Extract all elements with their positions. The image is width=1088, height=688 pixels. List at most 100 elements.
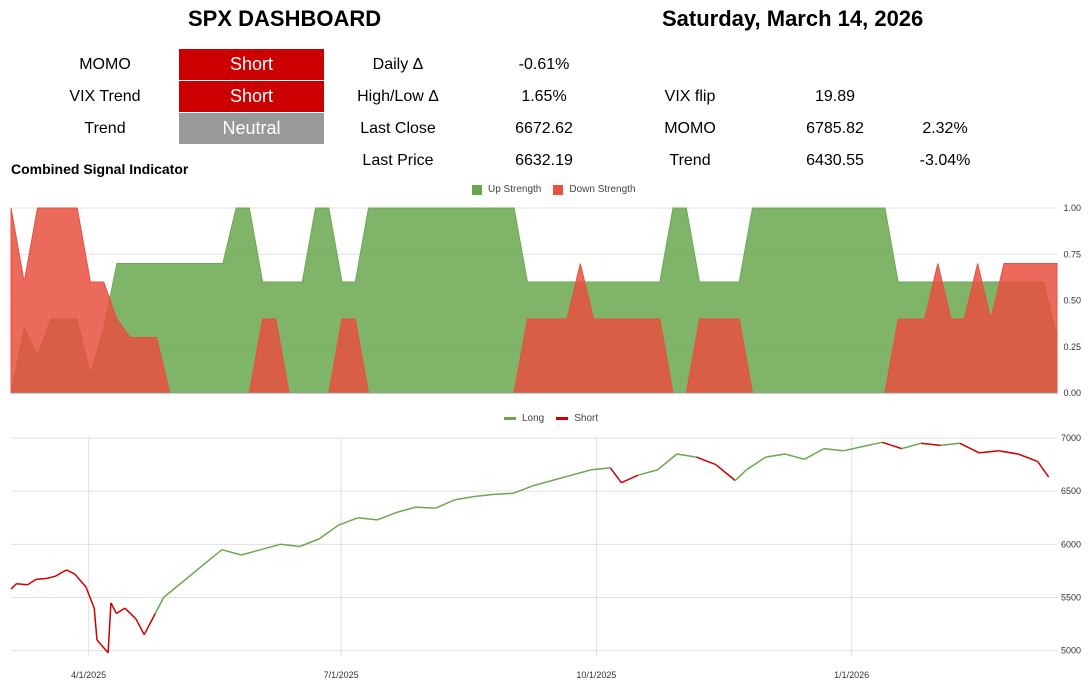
short-segment bbox=[85, 586, 95, 609]
short-segment bbox=[96, 639, 109, 654]
stat-value-daily: -0.61% bbox=[518, 56, 570, 73]
down-strength-legend-label: Down Strength bbox=[569, 184, 636, 195]
long-segment bbox=[454, 495, 475, 501]
long-segment bbox=[396, 506, 417, 514]
short-segment bbox=[124, 607, 137, 620]
strength-y-tick: 1.00 bbox=[1063, 203, 1081, 213]
strength-y-tick: 0.50 bbox=[1063, 296, 1081, 306]
long-segment bbox=[241, 548, 261, 556]
strength-legend: Up Strength Down Strength bbox=[472, 184, 636, 195]
short-segment bbox=[609, 467, 623, 484]
long-segment bbox=[804, 447, 825, 460]
strength-y-tick: 0.75 bbox=[1063, 249, 1081, 259]
long-segment bbox=[590, 467, 611, 471]
short-segment bbox=[66, 569, 76, 575]
signal-label-momo: MOMO bbox=[79, 56, 131, 73]
long-segment bbox=[376, 511, 397, 521]
stat-value-highlow: 1.65% bbox=[521, 88, 567, 105]
short-segment bbox=[115, 607, 126, 615]
level-label-momo: MOMO bbox=[664, 120, 716, 137]
long-segment bbox=[280, 543, 300, 548]
signal-badge-trend: Neutral bbox=[179, 113, 324, 144]
long-segment bbox=[221, 548, 242, 556]
level-label-vix-flip: VIX flip bbox=[664, 88, 716, 105]
long-segment bbox=[532, 479, 553, 487]
up-strength-swatch bbox=[472, 184, 482, 195]
strength-chart: 0.00 0.25 0.50 0.75 1.00 bbox=[10, 203, 1081, 398]
long-segment bbox=[201, 549, 223, 567]
level-pct-trend: -3.04% bbox=[919, 152, 971, 169]
short-segment bbox=[715, 464, 736, 482]
short-segment bbox=[110, 602, 118, 614]
price-y-tick: 6500 bbox=[1061, 486, 1081, 496]
long-segment bbox=[416, 506, 436, 509]
short-segment bbox=[621, 474, 639, 484]
short-segment bbox=[998, 450, 1019, 455]
price-y-tick: 5000 bbox=[1061, 646, 1081, 656]
signal-badge-momo: Short bbox=[179, 49, 324, 80]
short-segment bbox=[881, 441, 902, 450]
long-segment bbox=[745, 456, 767, 471]
long-segment bbox=[676, 453, 697, 458]
long-line-swatch bbox=[504, 417, 516, 420]
short-segment bbox=[46, 575, 56, 580]
level-value-vix-flip: 19.89 bbox=[814, 88, 856, 105]
strength-y-tick: 0.00 bbox=[1063, 388, 1081, 398]
long-legend-label: Long bbox=[522, 413, 545, 424]
level-label-trend: Trend bbox=[669, 152, 711, 169]
dashboard-date: Saturday, March 14, 2026 bbox=[662, 6, 924, 31]
price-chart: 5000 5500 6000 6500 7000 4/1/2025 7/1/2025 10/1… bbox=[10, 433, 1081, 680]
long-segment bbox=[338, 517, 359, 526]
long-segment bbox=[765, 453, 786, 458]
short-segment bbox=[135, 618, 145, 636]
short-segment bbox=[93, 608, 98, 641]
stat-label-daily: Daily Δ bbox=[372, 56, 424, 73]
short-segment bbox=[979, 450, 999, 454]
level-value-trend: 6430.55 bbox=[806, 152, 864, 169]
price-legend: Long Short bbox=[504, 413, 598, 424]
long-segment bbox=[182, 565, 203, 583]
page-title: SPX DASHBOARD bbox=[188, 6, 382, 31]
signal-label-vix-trend: VIX Trend bbox=[69, 88, 141, 105]
stat-label-last-price: Last Price bbox=[362, 152, 434, 169]
stat-value-last-price: 6632.19 bbox=[515, 152, 573, 169]
short-segment bbox=[10, 583, 18, 590]
stat-label-highlow: High/Low Δ bbox=[357, 88, 439, 105]
long-segment bbox=[657, 453, 678, 471]
stat-value-last-close: 6672.62 bbox=[515, 120, 573, 137]
combined-signal-heading: Combined Signal Indicator bbox=[11, 161, 189, 177]
short-segment bbox=[143, 613, 156, 636]
price-y-tick: 6000 bbox=[1061, 539, 1081, 549]
short-segment bbox=[696, 456, 716, 466]
short-segment bbox=[1036, 460, 1050, 478]
level-pct-momo: 2.32% bbox=[922, 120, 968, 137]
short-segment bbox=[959, 442, 980, 454]
long-segment bbox=[435, 499, 456, 509]
signal-label-trend: Trend bbox=[84, 120, 126, 137]
short-segment bbox=[74, 573, 87, 588]
short-line-swatch bbox=[556, 417, 569, 420]
long-segment bbox=[823, 447, 844, 452]
up-strength-legend-label: Up Strength bbox=[488, 184, 542, 195]
price-x-tick: 7/1/2025 bbox=[324, 670, 359, 680]
long-segment bbox=[493, 492, 514, 496]
short-segment bbox=[107, 602, 112, 653]
long-segment bbox=[299, 538, 320, 548]
long-segment bbox=[260, 543, 281, 551]
short-segment bbox=[27, 578, 37, 586]
long-segment bbox=[154, 597, 165, 614]
long-segment bbox=[843, 445, 863, 452]
short-segment bbox=[920, 442, 941, 447]
down-strength-swatch bbox=[553, 184, 564, 195]
price-x-tick: 4/1/2025 bbox=[71, 670, 106, 680]
level-value-momo: 6785.82 bbox=[806, 120, 864, 137]
strength-y-tick: 0.25 bbox=[1063, 342, 1081, 352]
price-y-tick: 5500 bbox=[1061, 593, 1081, 603]
long-segment bbox=[551, 474, 572, 482]
long-segment bbox=[862, 441, 883, 448]
long-segment bbox=[318, 524, 339, 540]
long-segment bbox=[571, 469, 592, 476]
short-segment bbox=[16, 582, 28, 586]
short-segment bbox=[35, 577, 48, 581]
short-segment bbox=[1017, 453, 1038, 463]
